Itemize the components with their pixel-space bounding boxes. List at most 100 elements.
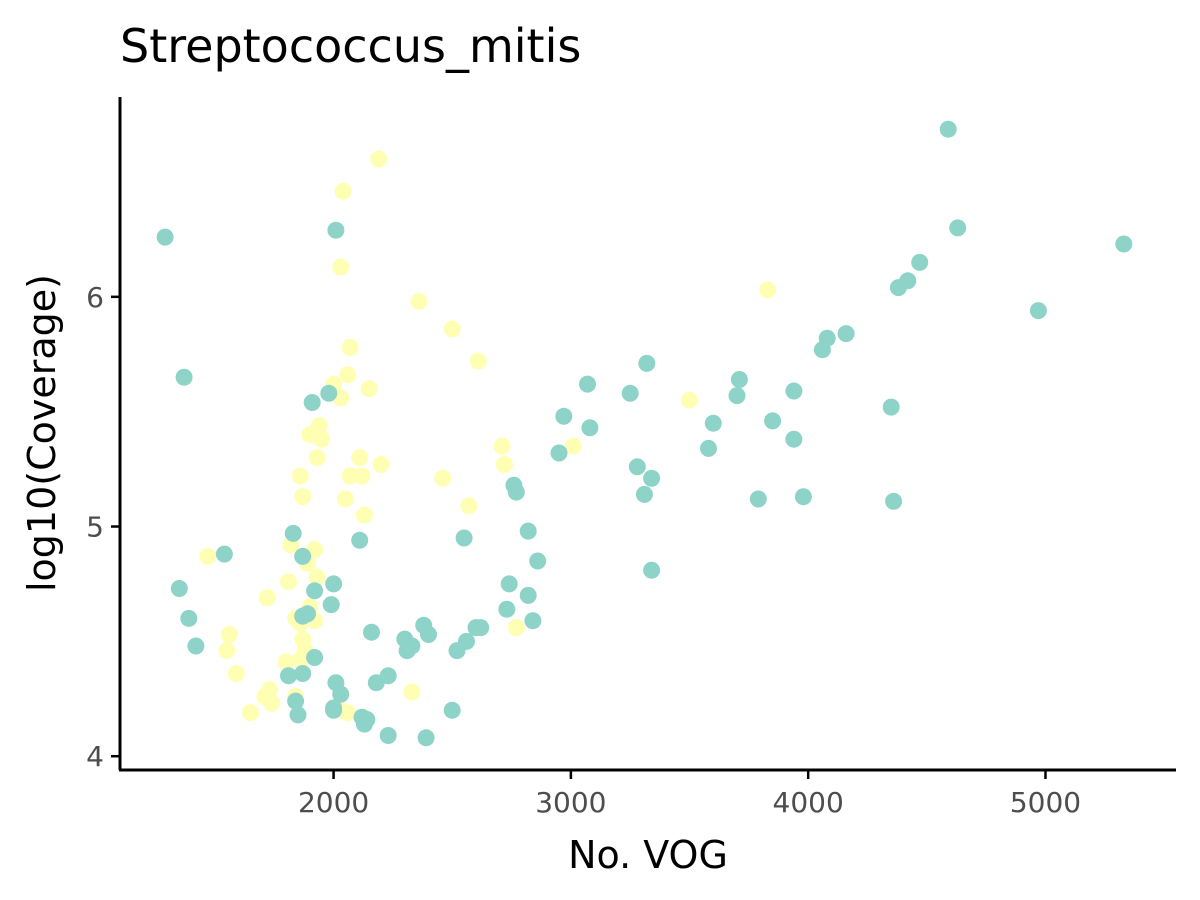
data-point (493, 437, 511, 455)
data-point (628, 458, 646, 476)
y-tick-label: 4 (86, 740, 104, 773)
data-point (341, 467, 359, 485)
data-point (704, 414, 722, 432)
x-tick-label: 2000 (298, 786, 369, 819)
data-point (700, 439, 717, 457)
data-point (291, 651, 309, 669)
data-point (294, 488, 312, 506)
data-point (505, 476, 523, 494)
data-point (764, 412, 782, 430)
data-point (294, 607, 312, 625)
data-point (291, 467, 309, 485)
data-point (341, 338, 359, 356)
data-point (728, 387, 746, 405)
series-2 (156, 120, 1133, 747)
data-point (334, 182, 352, 200)
data-point (280, 667, 297, 685)
data-point (332, 258, 350, 276)
data-point (355, 506, 373, 524)
data-point (325, 575, 343, 593)
data-point (889, 279, 907, 297)
data-point (258, 589, 276, 607)
data-point (215, 545, 233, 563)
data-point (1029, 302, 1047, 320)
data-point (332, 685, 350, 703)
data-point (294, 665, 312, 682)
data-point (322, 596, 340, 614)
data-point (621, 384, 639, 402)
y-axis-title: log10(Coverage) (20, 274, 64, 592)
data-point (730, 371, 748, 388)
data-point (351, 449, 369, 467)
data-point (794, 488, 812, 506)
data-point (455, 529, 473, 547)
data-point (681, 391, 698, 409)
data-point (813, 341, 831, 359)
data-point (500, 575, 518, 593)
data-point (498, 600, 516, 618)
data-point (308, 449, 326, 467)
data-point (303, 394, 321, 411)
chart-title: Streptococcus_mitis (120, 19, 581, 73)
data-point (579, 375, 596, 393)
data-point (306, 582, 324, 600)
data-point (313, 430, 331, 448)
data-point (519, 522, 537, 540)
data-point (339, 366, 357, 384)
data-point (635, 485, 653, 503)
data-point (939, 120, 957, 138)
data-point (156, 228, 174, 246)
data-point (370, 150, 388, 168)
data-point (469, 352, 487, 370)
data-point (555, 407, 573, 425)
data-point (355, 715, 373, 733)
y-axis-ticks: 4 5 6 (86, 281, 120, 773)
data-point (363, 623, 380, 641)
data-point (643, 469, 661, 487)
data-point (507, 619, 525, 637)
data-point (443, 320, 461, 338)
data-point (472, 619, 490, 637)
data-point (379, 727, 397, 744)
x-tick-label: 5000 (1010, 786, 1081, 819)
data-point (403, 683, 421, 701)
data-point (581, 419, 599, 437)
data-point (180, 609, 198, 627)
y-tick-label: 6 (86, 281, 104, 314)
data-point (519, 586, 537, 604)
data-point (294, 547, 312, 565)
data-point (325, 701, 343, 719)
data-point (417, 729, 435, 747)
data-point (398, 642, 416, 660)
series-1 (199, 150, 777, 722)
data-point (280, 573, 297, 591)
data-point (882, 398, 900, 416)
x-axis-title: No. VOG (568, 833, 728, 877)
data-point (443, 701, 461, 719)
data-point (327, 221, 345, 239)
data-point (289, 706, 307, 724)
data-point (263, 694, 281, 712)
data-point (242, 704, 259, 722)
data-point (227, 665, 245, 682)
x-axis-ticks: 2000 3000 4000 5000 (298, 770, 1081, 819)
data-point (749, 490, 767, 508)
data-point (353, 467, 371, 485)
data-point (175, 368, 193, 386)
data-point (885, 492, 903, 510)
points-layer (156, 120, 1133, 747)
data-point (277, 653, 295, 671)
data-point (306, 649, 324, 666)
data-point (220, 626, 238, 643)
data-point (785, 430, 803, 448)
data-point (284, 524, 302, 542)
data-point (643, 561, 661, 579)
data-point (170, 580, 188, 597)
data-point (336, 490, 354, 508)
data-point (638, 354, 656, 372)
data-point (351, 531, 369, 549)
data-point (785, 382, 803, 400)
data-point (187, 637, 205, 655)
data-point (911, 253, 929, 271)
